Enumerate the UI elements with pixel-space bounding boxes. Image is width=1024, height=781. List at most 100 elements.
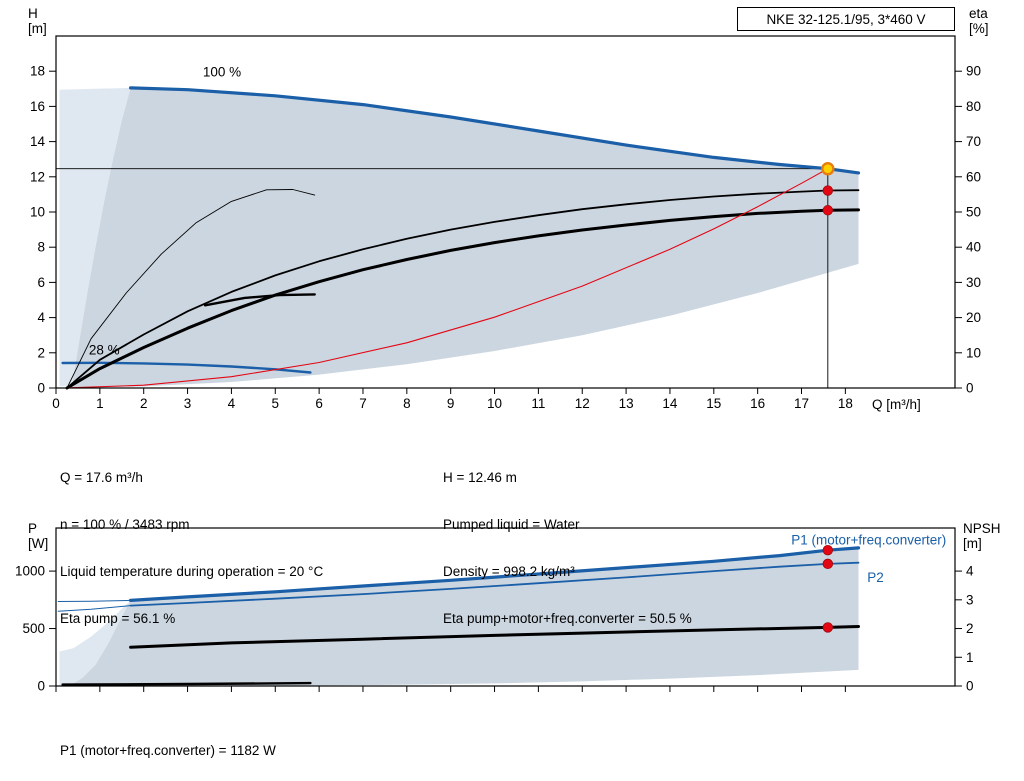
eta-axis-title-line1: eta [969,6,988,21]
y-left-tick-label: 0 [37,679,45,694]
p-axis-title-line1: P [28,521,38,536]
x-tick-label: 13 [619,396,634,411]
eta-total-curve [65,208,860,390]
eta-total-28-curve [203,293,316,307]
system-curve [68,168,829,389]
eta-pump-28-curve [66,189,316,389]
eta-pump-marker [822,185,834,196]
power-envelope-light [59,600,131,686]
y-left-tick-label: 12 [30,169,45,184]
y-left-tick-label: 6 [37,275,45,290]
npsh-axis-title-line2: [m] [963,536,982,551]
h-axis-title: H [m] [28,6,47,36]
info-liquid-temperature: Liquid temperature during operation = 20… [60,563,324,579]
npsh-axis-title: NPSH [m] [963,521,1001,551]
label-p2: P2 [867,570,884,585]
npsh-28-curve [61,681,312,686]
x-tick-label: 5 [272,396,280,411]
label-100-percent: 100 % [203,64,241,79]
x-tick-label: 11 [531,396,545,411]
duty-info-left-column: Q = 17.6 m³/h n = 100 % / 3483 rpm Liqui… [60,439,323,657]
y-left-tick-label: 1000 [15,564,45,579]
y-left-tick-label: 16 [30,99,45,114]
info-eta-pump: Eta pump = 56.1 % [60,610,176,626]
duty-point [821,162,835,176]
p1-curve [129,546,861,602]
x-tick-label: 3 [184,396,192,411]
x-tick-label: 15 [706,396,721,411]
y-right-tick-label: 50 [966,205,981,220]
x-tick-label: 16 [750,396,765,411]
info-p1: P1 (motor+freq.converter) = 1182 W [60,743,276,759]
y-right-tick-label: 0 [966,679,974,694]
y-left-tick-label: 2 [37,345,45,360]
x-tick-label: 8 [403,396,411,411]
p2-curve-extension [57,605,132,612]
speed-envelope-light [59,87,131,387]
x-tick-label: 17 [794,396,809,411]
npsh-marker [822,622,834,633]
x-tick-label: 7 [359,396,367,411]
x-tick-label: 12 [575,396,590,411]
power-npsh-chart: 0 500 1000 0 1 2 3 4 P1 (motor+freq.converter) P2 [15,527,974,694]
h-axis-title-line1: H [28,6,38,21]
y-right-tick-label: 10 [966,345,981,360]
y-left-tick-label: 0 [37,381,45,396]
npsh-axis-title-line1: NPSH [963,521,1001,536]
duty-info-right-column: H = 12.46 m Pumped liquid = Water Densit… [443,439,692,657]
power-envelope [71,547,859,686]
y-right-tick-label: 80 [966,99,981,114]
y-left-tick-label: 8 [37,240,45,255]
info-pumped-liquid: Pumped liquid = Water [443,516,580,532]
x-tick-label: 18 [838,396,853,411]
x-tick-label: 6 [315,396,323,411]
y-left-tick-label: 500 [22,621,45,636]
info-density: Density = 998.2 kg/m³ [443,563,575,579]
y-left-tick-label: 10 [30,205,45,220]
p2-marker [822,558,834,570]
x-tick-label: 0 [52,396,60,411]
power-info-block: P1 (motor+freq.converter) = 1182 W P2 = … [60,703,276,781]
x-tick-label: 2 [140,396,148,411]
y-left-tick-label: 14 [30,134,46,149]
eta-total-marker [822,205,834,216]
p-axis-title-line2: [W] [28,536,49,551]
y-left-tick-label: 18 [30,64,45,79]
y-right-tick-label: 20 [966,310,981,325]
y-right-tick-label: 4 [966,564,974,579]
eta-axis-title: eta [%] [969,6,989,36]
x-tick-label: 4 [228,396,236,411]
pump-model-title-box: NKE 32-125.1/95, 3*460 V [737,7,955,31]
info-flow: Q = 17.6 m³/h [60,470,143,486]
x-tick-label: 10 [487,396,502,411]
x-tick-label: 1 [96,396,104,411]
p-axis-title: P [W] [28,521,48,551]
y-right-tick-label: 2 [966,621,974,636]
info-speed: n = 100 % / 3483 rpm [60,516,190,532]
npsh-curve [129,625,860,649]
y-left-tick-label: 4 [37,310,45,325]
y-right-tick-label: 40 [966,240,981,255]
label-28-percent: 28 % [89,343,120,358]
qh-chart: 0 1 2 3 4 5 6 7 8 9 10 11 12 13 14 15 16 17 18024681012141… [30,35,981,411]
power-npsh-chart-frame [55,527,956,687]
y-right-tick-label: 0 [966,381,974,396]
x-tick-label: 14 [662,396,678,411]
operating-envelope [71,87,859,389]
p1-marker [822,544,834,556]
pump-curve-100 [129,86,861,175]
pump-model-text: NKE 32-125.1/95, 3*460 V [766,11,926,27]
y-right-tick-label: 1 [966,650,974,665]
y-right-tick-label: 30 [966,275,981,290]
eta-axis-title-line2: [%] [969,21,989,36]
q-axis-title: Q [m³/h] [872,397,921,412]
y-right-tick-label: 60 [966,169,981,184]
x-tick-label: 9 [447,396,455,411]
y-right-tick-label: 90 [966,64,981,79]
h-axis-title-line2: [m] [28,21,47,36]
p1-curve-extension [57,599,132,602]
info-eta-total: Eta pump+motor+freq.converter = 50.5 % [443,610,692,626]
info-head: H = 12.46 m [443,470,517,486]
label-p1: P1 (motor+freq.converter) [791,533,946,548]
